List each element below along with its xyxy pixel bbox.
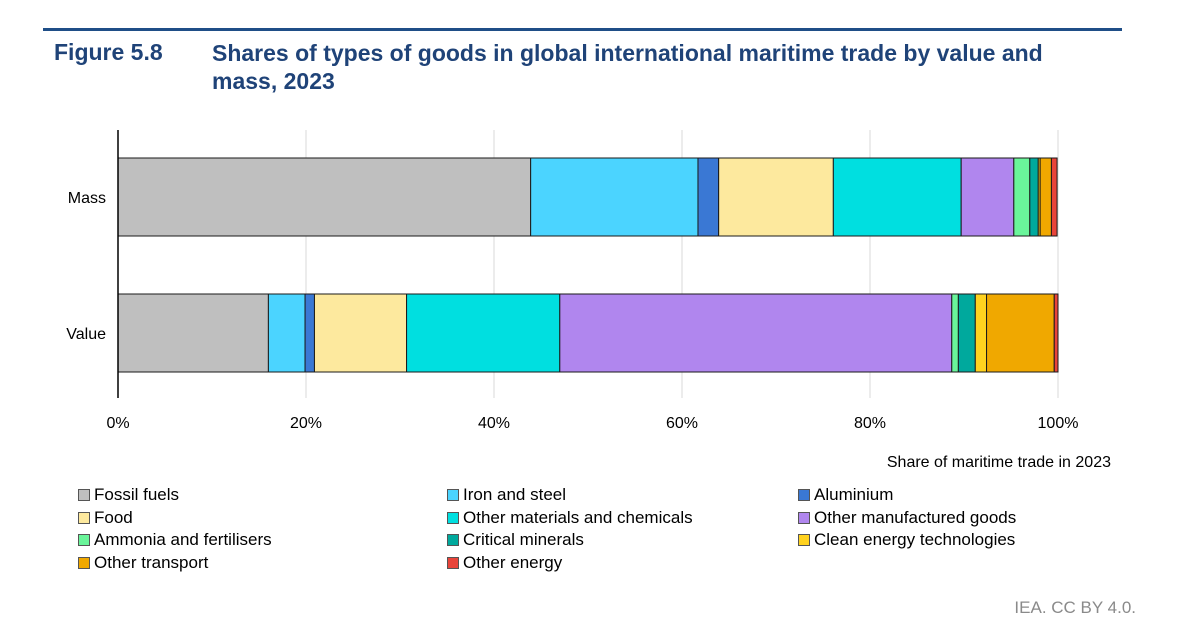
bar-segment-value-other-energy (1053, 293, 1059, 373)
legend-label: Aluminium (814, 485, 894, 504)
legend-label: Food (94, 507, 133, 527)
legend-label: Other manufactured goods (814, 507, 1017, 527)
legend-swatch (447, 489, 459, 501)
bar-segment-value-aluminium (304, 293, 315, 373)
figure-number: Figure 5.8 (54, 39, 163, 65)
x-tick-label: 40% (478, 415, 510, 432)
x-tick-label: 0% (106, 415, 129, 432)
bar-segment-mass-food (718, 157, 834, 237)
bar-segment-value-critical-minerals (957, 293, 976, 373)
legend-item: Aluminium (798, 484, 893, 506)
bar-segment-mass-other-transport (1039, 157, 1052, 237)
legend-label: Critical minerals (463, 530, 584, 549)
legend-item: Other materials and chemicals (447, 507, 693, 529)
legend-swatch (78, 556, 90, 569)
bar-segment-mass-iron-and-steel (530, 157, 699, 237)
bar-segment-mass-fossil-fuels (117, 157, 532, 237)
bar-segment-value-other-transport (986, 293, 1055, 373)
legend-label: Iron and steel (463, 485, 567, 504)
category-label-value: Value (66, 326, 106, 343)
category-labels: Mass Value (66, 190, 106, 343)
bar-segment-value-ammonia-and-fertilisers (951, 293, 959, 373)
bars (117, 157, 1059, 373)
legend-label: Ammonia and fertilisers (94, 530, 272, 549)
bar-segment-mass-other-materials-and-chemicals (832, 157, 962, 237)
bar-segment-value-fossil-fuels (117, 293, 269, 373)
x-axis-title: Share of maritime trade in 2023 (887, 454, 1111, 471)
legend-swatch (798, 489, 810, 501)
bar-segment-mass-other-energy (1050, 157, 1058, 237)
category-label-mass: Mass (68, 190, 106, 207)
bar-segment-value-clean-energy-technologies (974, 293, 988, 373)
bar-segment-mass-aluminium (697, 157, 720, 237)
bar-segment-value-iron-and-steel (267, 293, 306, 373)
x-tick-labels: 0% 20% 40% 60% 80% 100% (106, 415, 1078, 432)
legend-label: Other materials and chemicals (463, 507, 693, 527)
legend-label: Other transport (94, 552, 209, 572)
legend-item: Ammonia and fertilisers (78, 529, 272, 551)
legend-item: Iron and steel (447, 484, 566, 506)
legend-item: Other energy (447, 552, 562, 574)
bar-segment-value-other-materials-and-chemicals (406, 293, 561, 373)
legend-label: Fossil fuels (94, 485, 180, 504)
credit-text: IEA. CC BY 4.0. (1014, 598, 1136, 617)
x-tick-label: 60% (666, 415, 698, 432)
legend-swatch (447, 556, 459, 569)
legend-item: Clean energy technologies (798, 529, 1015, 551)
x-tick-label: 20% (290, 415, 322, 432)
legend-swatch (78, 511, 90, 524)
legend-swatch (78, 489, 90, 501)
figure-title: Shares of types of goods in global inter… (212, 40, 1043, 94)
bar-segment-mass-critical-minerals (1029, 157, 1039, 237)
bar-segment-value-other-manufactured-goods (559, 293, 953, 373)
bar-segment-mass-other-manufactured-goods (960, 157, 1015, 237)
legend-item: Other transport (78, 552, 208, 574)
legend-swatch (78, 534, 90, 546)
legend-item: Fossil fuels (78, 484, 179, 506)
legend-item: Other manufactured goods (798, 507, 1016, 529)
bar-segment-value-food (313, 293, 408, 373)
top-rule (43, 28, 1122, 31)
legend-swatch (798, 511, 810, 524)
legend-item: Critical minerals (447, 529, 584, 551)
legend-swatch (447, 511, 459, 524)
bar-segment-mass-ammonia-and-fertilisers (1013, 157, 1031, 237)
legend-swatch (798, 534, 810, 546)
legend-label: Clean energy technologies (814, 530, 1016, 549)
x-tick-label: 80% (854, 415, 886, 432)
x-tick-label: 100% (1038, 415, 1079, 432)
legend-label: Other energy (463, 552, 563, 572)
stacked-bar-chart: Mass Value 0% 20% 40% 60% 80% 100% Share of ma… (66, 130, 1111, 471)
legend-item: Food (78, 507, 133, 529)
legend-swatch (447, 534, 459, 546)
